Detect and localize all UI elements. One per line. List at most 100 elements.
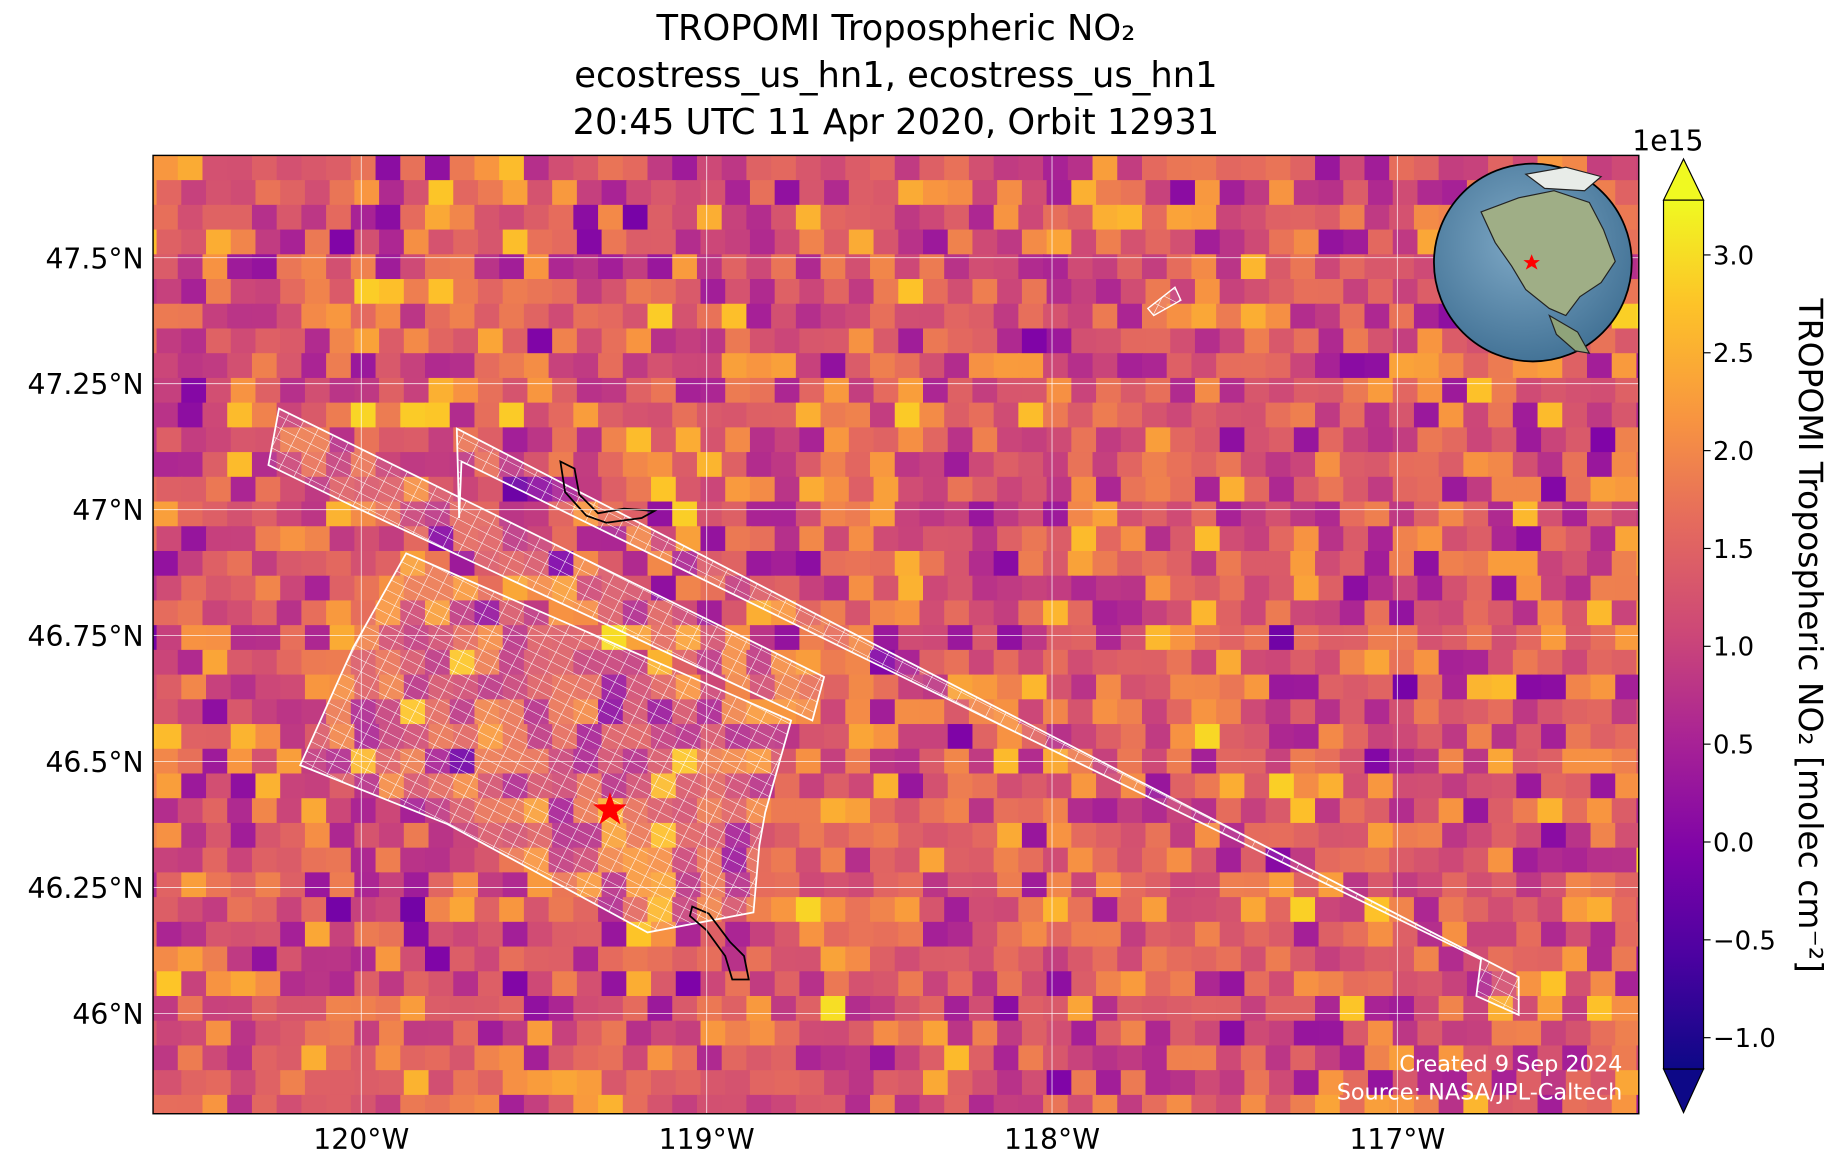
- texture-cell: [746, 501, 773, 528]
- texture-cell: [350, 550, 377, 577]
- texture-cell: [1315, 254, 1341, 281]
- texture-cell: [598, 995, 624, 1022]
- texture-cell: [1636, 452, 1639, 478]
- texture-cell: [1120, 229, 1147, 256]
- texture-cell: [1537, 847, 1564, 874]
- texture-cell: [1636, 353, 1639, 380]
- texture-cell: [1615, 921, 1639, 948]
- texture-cell: [993, 995, 1020, 1022]
- texture-cell: [474, 402, 501, 429]
- texture-cell: [1541, 1070, 1567, 1097]
- texture-cell: [304, 1020, 331, 1047]
- texture-cell: [1043, 847, 1069, 874]
- texture-cell: [181, 427, 208, 454]
- texture-cell: [898, 377, 925, 404]
- texture-cell: [1117, 1094, 1144, 1114]
- texture-cell: [873, 526, 900, 553]
- texture-cell: [873, 822, 900, 849]
- texture-cell: [1269, 1070, 1296, 1097]
- texture-cell: [622, 402, 649, 429]
- texture-cell: [251, 649, 278, 676]
- texture-cell: [153, 872, 158, 899]
- texture-cell: [725, 921, 752, 948]
- texture-cell: [721, 204, 748, 231]
- texture-cell: [177, 1094, 204, 1114]
- texture-cell: [1537, 699, 1564, 726]
- swath: [267, 407, 826, 722]
- texture-cell: [156, 625, 183, 652]
- texture-cell: [1244, 1070, 1271, 1097]
- texture-cell: [428, 229, 455, 256]
- texture-cell: [1636, 699, 1639, 726]
- texture-cell: [923, 575, 949, 602]
- texture-cell: [153, 699, 179, 726]
- texture-cell: [601, 921, 628, 948]
- texture-cell: [474, 897, 501, 924]
- title: TROPOMI Tropospheric NO₂ ecostress_us_hn…: [573, 8, 1220, 143]
- texture-cell: [700, 476, 727, 503]
- texture-cell: [848, 971, 875, 998]
- texture-cell: [795, 1045, 822, 1072]
- texture-cell: [428, 1020, 455, 1047]
- texture-cell: [1269, 575, 1296, 602]
- texture-cell: [1562, 550, 1589, 577]
- texture-cell: [1096, 921, 1122, 948]
- texture-cell: [1145, 575, 1172, 602]
- texture-cell: [251, 600, 278, 627]
- texture-cell: [301, 946, 328, 973]
- texture-cell: [1615, 625, 1639, 652]
- texture-cell: [206, 279, 232, 305]
- texture-cell: [1636, 798, 1639, 825]
- texture-cell: [1269, 773, 1296, 800]
- texture-cell: [403, 921, 430, 948]
- texture-cell: [474, 303, 501, 330]
- texture-cell: [1315, 1045, 1341, 1072]
- texture-cell: [1117, 699, 1144, 726]
- texture-cell: [894, 1045, 921, 1072]
- texture-cell: [1565, 377, 1592, 404]
- texture-cell: [523, 501, 550, 528]
- texture-cell: [622, 1094, 649, 1114]
- texture-cell: [1339, 995, 1366, 1022]
- texture-cell: [1166, 501, 1193, 528]
- texture-cell: [1611, 501, 1638, 528]
- texture-cell: [651, 328, 677, 355]
- texture-cell: [1166, 1045, 1193, 1072]
- texture-cell: [1343, 229, 1370, 256]
- texture-cell: [1145, 872, 1172, 899]
- texture-cell: [304, 575, 331, 602]
- texture-cell: [1611, 847, 1638, 874]
- texture-cell: [1611, 699, 1638, 726]
- texture-cell: [622, 1045, 649, 1072]
- texture-cell: [749, 180, 776, 207]
- texture-cell: [1219, 229, 1246, 256]
- texture-cell: [1512, 946, 1539, 973]
- texture-cell: [156, 724, 183, 750]
- texture-cell: [1640, 477, 1666, 503]
- texture-cell: [425, 1045, 451, 1072]
- texture-cell: [400, 847, 427, 874]
- texture-cell: [598, 204, 624, 231]
- texture-cell: [799, 229, 826, 256]
- texture-cell: [923, 921, 949, 948]
- texture-cell: [947, 921, 974, 948]
- texture-cell: [1537, 798, 1564, 825]
- texture-cell: [1219, 773, 1246, 800]
- texture-cell: [181, 724, 208, 750]
- texture-cell: [573, 353, 600, 380]
- texture-cell: [301, 649, 328, 676]
- texture-cell: [548, 946, 575, 973]
- texture-cell: [255, 526, 282, 553]
- texture-cell: [304, 872, 331, 899]
- texture-cell: [177, 550, 204, 577]
- texture-cell: [870, 204, 896, 231]
- texture-cell: [206, 526, 232, 553]
- texture-cell: [1364, 353, 1391, 380]
- texture-cell: [1611, 452, 1638, 478]
- texture-cell: [548, 303, 575, 330]
- texture-cell: [1071, 279, 1098, 305]
- texture-cell: [251, 847, 278, 874]
- texture-cell: [1166, 254, 1193, 281]
- texture-cell: [206, 328, 232, 355]
- texture-cell: [1364, 1045, 1391, 1072]
